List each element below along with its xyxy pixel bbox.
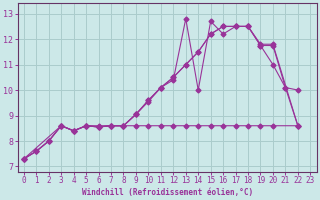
X-axis label: Windchill (Refroidissement éolien,°C): Windchill (Refroidissement éolien,°C) [82, 188, 253, 197]
